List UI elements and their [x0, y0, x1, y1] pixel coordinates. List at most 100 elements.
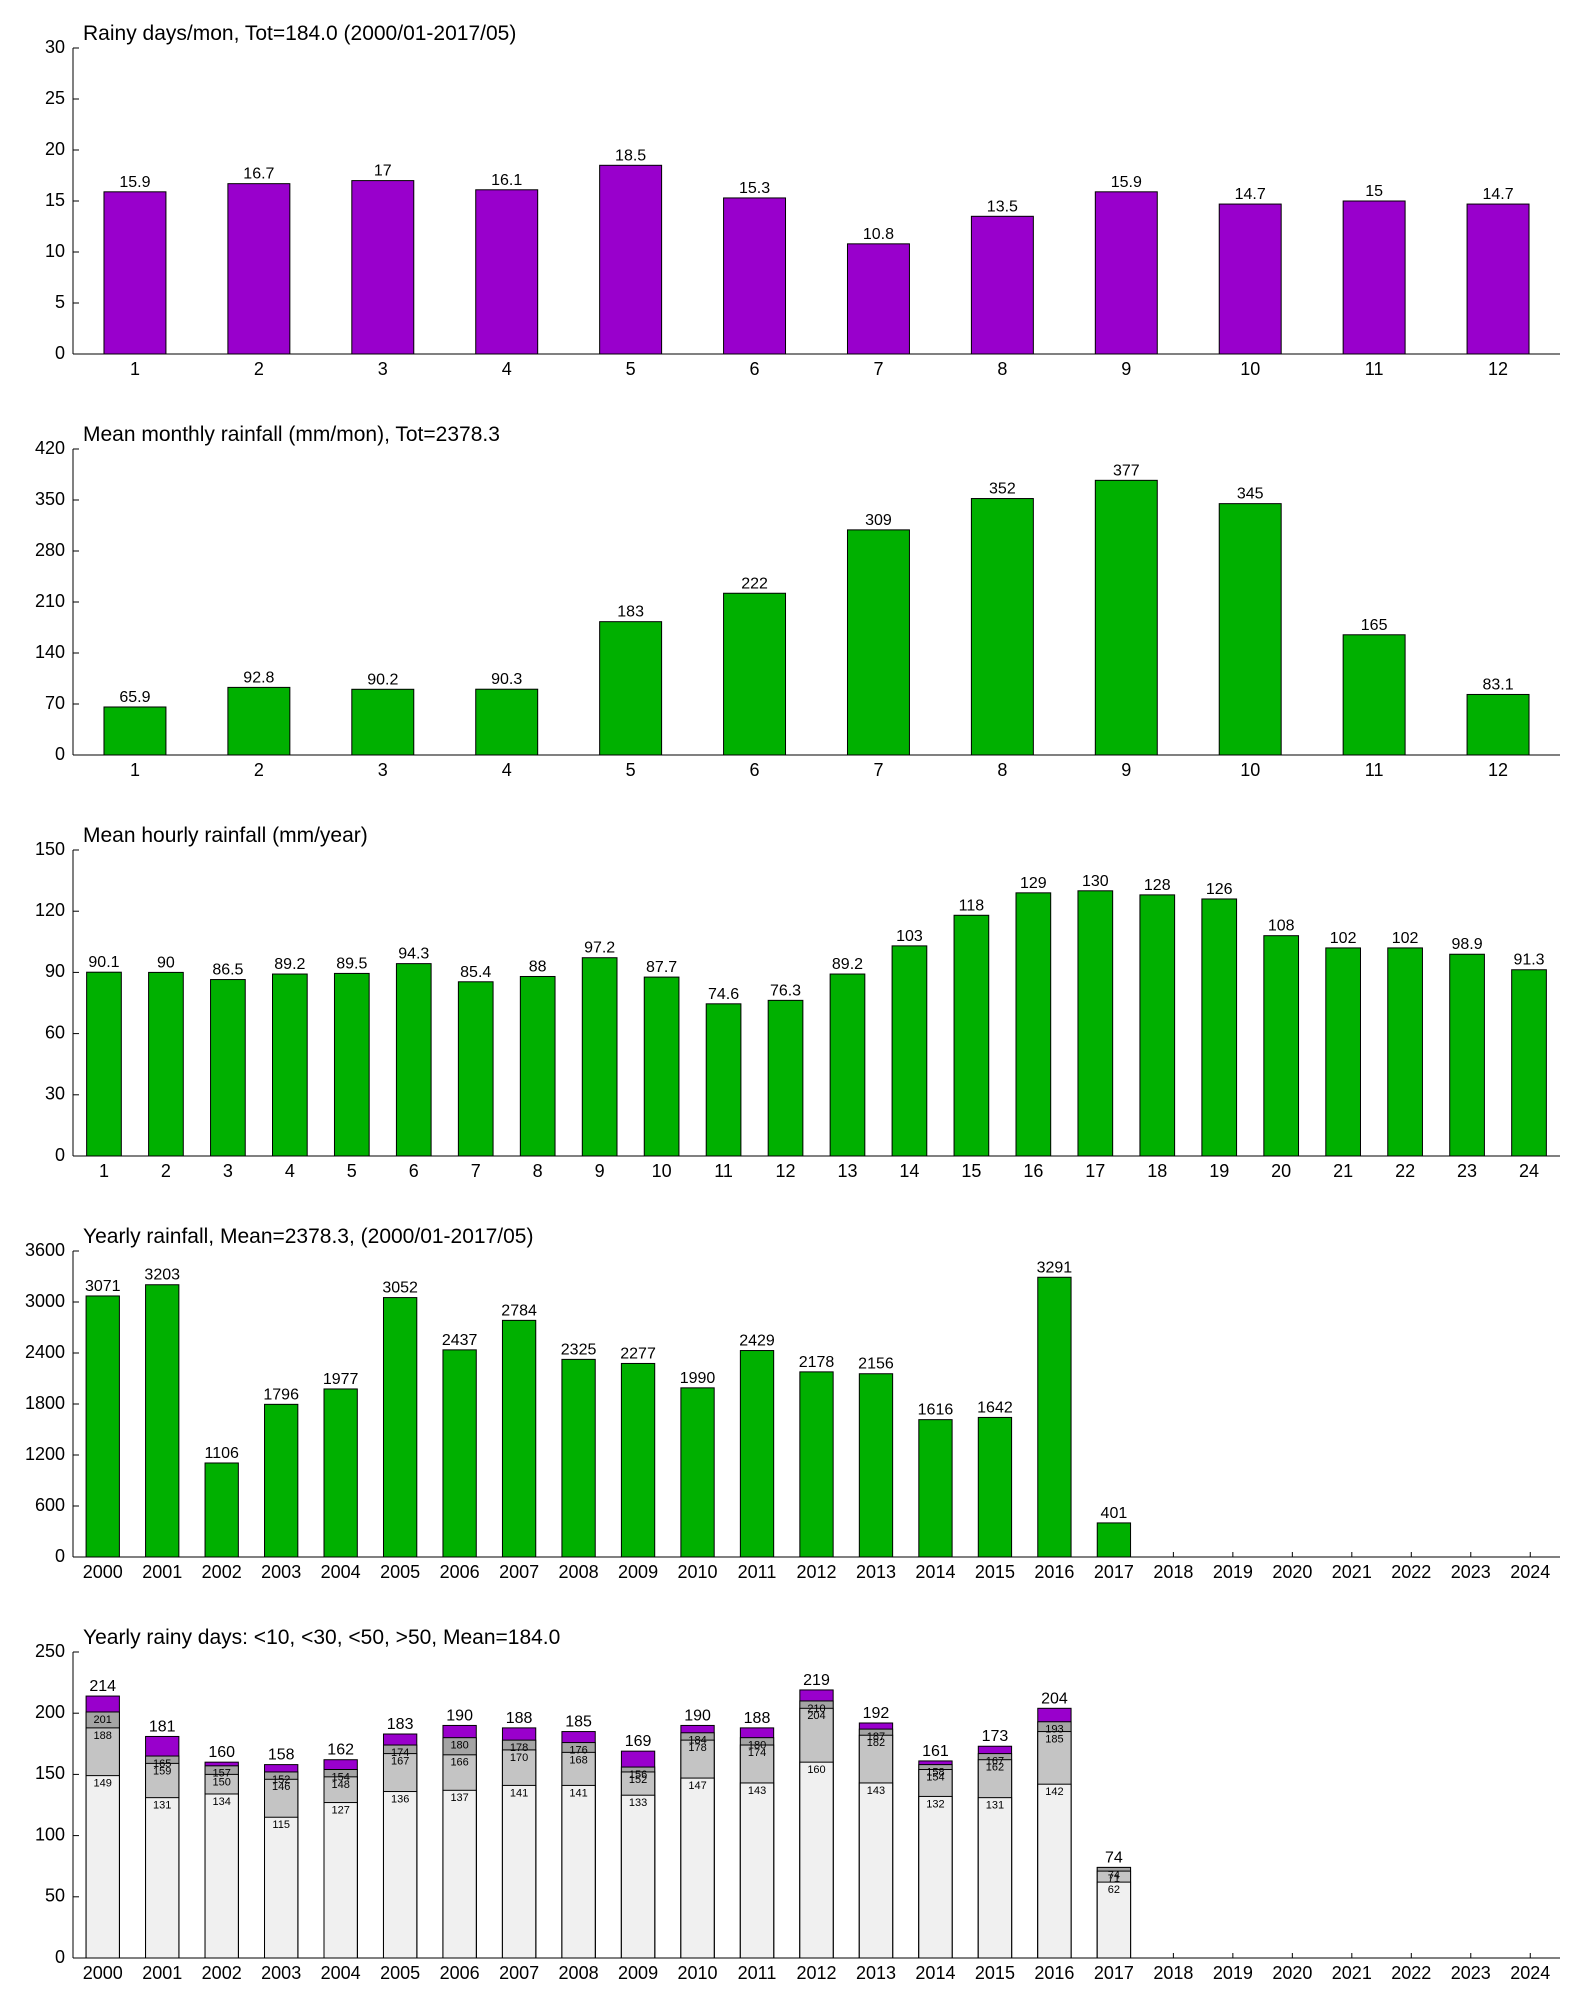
y-tick-label: 5 [55, 292, 65, 312]
x-tick-label: 5 [347, 1161, 357, 1181]
value-label: 14.7 [1482, 186, 1513, 203]
x-tick-label: 2 [161, 1161, 171, 1181]
x-tick-label: 2023 [1451, 1562, 1491, 1582]
value-label: 167 [391, 1755, 409, 1767]
bar [970, 215, 1034, 355]
bar [581, 957, 618, 1157]
bar [1094, 479, 1158, 756]
value-label: 154 [331, 1771, 349, 1783]
x-tick-label: 11 [1365, 760, 1384, 780]
value-label: 401 [1101, 1505, 1128, 1522]
x-tick-label: 2011 [738, 1562, 777, 1582]
value-label: 185 [1045, 1733, 1063, 1745]
bar [561, 1784, 596, 1959]
bar [204, 1793, 239, 1959]
bar [705, 1003, 742, 1157]
x-tick-label: 2009 [618, 1562, 658, 1582]
x-tick-label: 16 [1023, 1161, 1043, 1181]
bar [227, 686, 291, 756]
bar [1096, 1881, 1132, 1959]
x-tick-label: 20 [1271, 1161, 1291, 1181]
value-label: 89.2 [832, 956, 863, 973]
value-label: 90.3 [491, 671, 522, 688]
bar [1077, 890, 1114, 1157]
value-label: 184 [688, 1735, 706, 1747]
x-tick-label: 9 [1121, 760, 1131, 780]
bar [799, 1371, 834, 1558]
y-tick-label: 3000 [25, 1291, 65, 1311]
x-tick-label: 2001 [142, 1562, 182, 1582]
bar [1466, 693, 1530, 756]
value-label: 168 [569, 1754, 587, 1766]
x-tick-label: 2017 [1094, 1562, 1134, 1582]
y-tick-label: 140 [35, 642, 65, 662]
bar [103, 191, 167, 355]
bar [1015, 892, 1052, 1157]
y-tick-label: 3600 [25, 1240, 65, 1260]
value-label: 108 [1268, 918, 1295, 935]
bar [1263, 935, 1300, 1157]
x-tick-label: 8 [533, 1161, 543, 1181]
x-tick-label: 2017 [1094, 1963, 1134, 1983]
value-label: 174 [391, 1747, 409, 1759]
x-tick-label: 4 [285, 1161, 295, 1181]
bar [1037, 1276, 1072, 1558]
value-label: 2784 [501, 1302, 537, 1319]
y-tick-label: 10 [45, 241, 65, 261]
value-label: 219 [803, 1672, 830, 1689]
value-label: 193 [1045, 1724, 1063, 1736]
y-tick-label: 20 [45, 139, 65, 159]
value-label: 62 [1108, 1884, 1120, 1896]
value-label: 178 [510, 1742, 528, 1754]
x-tick-label: 11 [1365, 359, 1384, 379]
bar [953, 914, 990, 1157]
value-label: 167 [986, 1755, 1004, 1767]
x-tick-label: 5 [626, 359, 636, 379]
bar [891, 945, 928, 1157]
value-label: 102 [1392, 930, 1419, 947]
x-tick-label: 2019 [1213, 1963, 1253, 1983]
value-label: 3052 [382, 1280, 418, 1297]
x-tick-label: 2004 [321, 1963, 361, 1983]
value-label: 188 [506, 1710, 533, 1727]
value-label: 210 [807, 1703, 825, 1715]
y-tick-label: 60 [45, 1022, 65, 1042]
x-tick-label: 7 [471, 1161, 481, 1181]
value-label: 86.5 [212, 962, 243, 979]
x-tick-label: 11 [714, 1161, 733, 1181]
x-tick-label: 2014 [915, 1963, 955, 1983]
value-label: 1642 [977, 1399, 1013, 1416]
value-label: 174 [748, 1747, 766, 1759]
x-tick-label: 2023 [1451, 1963, 1491, 1983]
value-label: 152 [629, 1774, 647, 1786]
y-tick-label: 15 [45, 190, 65, 210]
value-label: 182 [867, 1737, 885, 1749]
x-tick-label: 19 [1209, 1161, 1229, 1181]
value-label: 2156 [858, 1356, 894, 1373]
x-tick-label: 2018 [1153, 1562, 1193, 1582]
value-label: 169 [625, 1733, 652, 1750]
bar [1218, 503, 1282, 756]
x-tick-label: 2005 [380, 1562, 420, 1582]
value-label: 173 [982, 1728, 1009, 1745]
value-label: 2429 [739, 1333, 775, 1350]
y-tick-label: 120 [35, 900, 65, 920]
x-tick-label: 2002 [202, 1562, 242, 1582]
x-tick-label: 10 [1240, 760, 1260, 780]
bar [918, 1795, 953, 1959]
bar [442, 1349, 477, 1558]
x-tick-label: 2001 [142, 1963, 182, 1983]
value-label: 130 [1082, 873, 1109, 890]
bar [501, 1784, 537, 1959]
value-label: 204 [1041, 1690, 1068, 1707]
value-label: 16.7 [243, 166, 274, 183]
y-tick-label: 0 [55, 744, 65, 764]
bar [351, 688, 415, 756]
x-tick-label: 23 [1457, 1161, 1477, 1181]
value-label: 214 [89, 1678, 116, 1695]
value-label: 83.1 [1482, 676, 1513, 693]
value-label: 150 [213, 1776, 231, 1788]
value-label: 345 [1237, 486, 1264, 503]
y-tick-label: 420 [35, 438, 65, 458]
